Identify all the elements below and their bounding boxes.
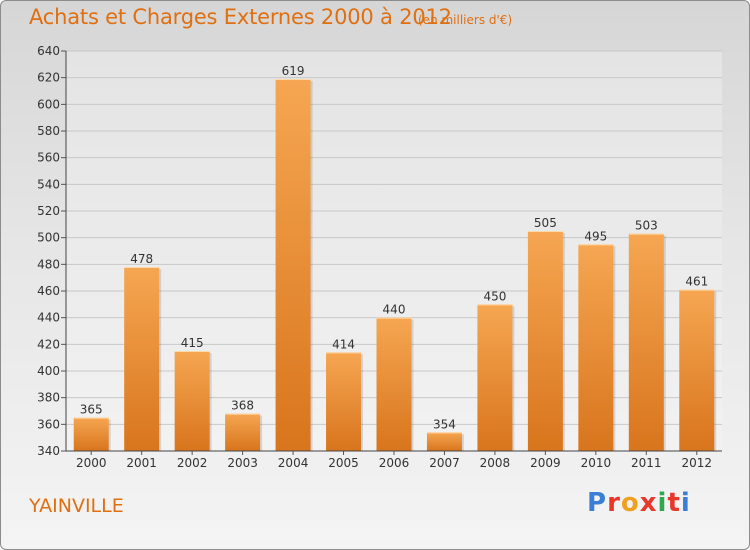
data-label: 478: [130, 252, 153, 266]
commune-name: YAINVILLE: [29, 495, 124, 517]
proxiti-logo[interactable]: Proxiti: [587, 488, 691, 518]
data-label: 354: [433, 417, 456, 431]
logo-letter: P: [587, 488, 608, 518]
y-tick-label: 340: [37, 444, 60, 458]
y-tick-label: 540: [37, 177, 60, 191]
data-label: 495: [584, 229, 607, 243]
bar: [376, 317, 412, 451]
data-label: 461: [685, 275, 708, 289]
bar: [326, 352, 362, 451]
y-tick-label: 400: [37, 364, 60, 378]
y-tick-label: 620: [37, 71, 60, 85]
y-tick-label: 440: [37, 311, 60, 325]
logo-letter: i: [680, 488, 691, 518]
x-tick-label: 2001: [126, 456, 157, 470]
data-label: 368: [231, 399, 254, 413]
x-tick-label: 2011: [631, 456, 662, 470]
x-tick-label: 2004: [278, 456, 309, 470]
y-tick-label: 380: [37, 391, 60, 405]
bar: [628, 233, 664, 451]
data-label: 503: [635, 219, 658, 233]
bar: [225, 413, 261, 451]
y-tick-label: 520: [37, 204, 60, 218]
data-label: 414: [332, 337, 355, 351]
y-tick-label: 600: [37, 97, 60, 111]
chart-subtitle: (en milliers d'€): [418, 13, 513, 27]
chart-title: Achats et Charges Externes 2000 à 2012: [29, 5, 452, 29]
x-tick-label: 2006: [379, 456, 410, 470]
bar: [73, 417, 109, 451]
logo-letter: x: [639, 488, 658, 518]
bar: [174, 351, 210, 451]
data-label: 440: [383, 303, 406, 317]
y-tick-label: 480: [37, 257, 60, 271]
y-tick-label: 640: [37, 44, 60, 58]
x-tick-label: 2003: [227, 456, 258, 470]
x-tick-label: 2002: [177, 456, 208, 470]
bar: [578, 244, 614, 451]
x-tick-label: 2009: [530, 456, 561, 470]
y-tick-label: 420: [37, 337, 60, 351]
data-label: 505: [534, 216, 557, 230]
x-tick-label: 2005: [328, 456, 359, 470]
data-label: 415: [181, 336, 204, 350]
x-tick-label: 2007: [429, 456, 460, 470]
logo-letter: t: [667, 488, 681, 518]
bar: [527, 231, 563, 451]
x-tick-label: 2010: [581, 456, 612, 470]
data-label: 365: [80, 403, 103, 417]
x-tick-label: 2000: [76, 456, 107, 470]
data-label: 619: [282, 64, 305, 78]
bar: [679, 289, 715, 451]
logo-letter: i: [657, 488, 668, 518]
bar: [426, 432, 462, 451]
logo-letter: r: [607, 488, 621, 518]
bar: [477, 304, 513, 451]
x-tick-label: 2012: [681, 456, 712, 470]
x-tick-label: 2008: [480, 456, 511, 470]
y-tick-label: 460: [37, 284, 60, 298]
bar: [275, 79, 311, 451]
y-tick-label: 580: [37, 124, 60, 138]
y-tick-label: 360: [37, 417, 60, 431]
y-tick-label: 560: [37, 151, 60, 165]
bar: [124, 267, 160, 451]
logo-letter: o: [620, 488, 640, 518]
y-tick-label: 500: [37, 231, 60, 245]
data-label: 450: [483, 289, 506, 303]
